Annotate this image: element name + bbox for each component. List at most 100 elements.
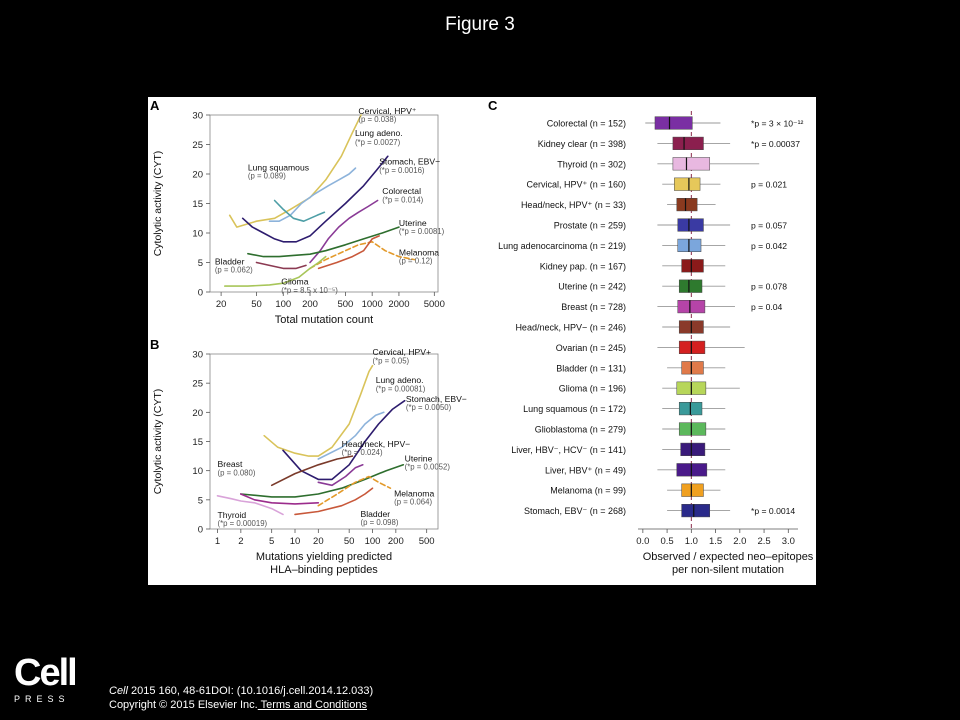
x-tick-label-c: 0.5 <box>660 536 673 547</box>
row-label: Breast (n = 728) <box>561 302 626 312</box>
row-label: Head/neck, HPV⁺ (n = 33) <box>521 200 626 210</box>
box <box>681 483 704 497</box>
row-label: Uterine (n = 242) <box>558 282 626 292</box>
x-tick-label-c: 0.0 <box>636 536 649 547</box>
box <box>681 361 704 375</box>
x-axis-label2-c: per non-silent mutation <box>672 564 784 576</box>
series-line-a-9 <box>224 255 327 287</box>
box <box>678 340 706 354</box>
annotation-label-b: (*p = 0.024) <box>342 448 383 457</box>
x-tick-label-c: 3.0 <box>782 536 795 547</box>
series-line-b-10 <box>216 495 284 516</box>
x-axis-label2-b: HLA–binding peptides <box>270 564 378 576</box>
logo-text: Cell <box>14 652 78 694</box>
y-tick-label-a: 0 <box>198 288 203 299</box>
series-line-b-6 <box>240 464 405 498</box>
annotation-label-b: (*p = 0.00019) <box>218 519 268 528</box>
annotation-label-b: Melanoma <box>394 488 434 498</box>
row-label: Melanoma (n = 99) <box>550 486 626 496</box>
series-line-a-6 <box>247 226 400 258</box>
annotation-label-b: (p = 0.098) <box>361 518 399 527</box>
annotation-label-a: Lung adeno. <box>355 128 403 138</box>
logo-subtext: PRESS <box>14 694 70 704</box>
annotation-label-b: Stomach, EBV− <box>406 394 467 404</box>
box <box>678 422 707 436</box>
p-value-label: *p = 0.00037 <box>751 139 800 149</box>
box <box>678 279 703 293</box>
annotation-label-b: (*p = 0.0050) <box>406 403 452 412</box>
x-tick-label-a: 1000 <box>362 299 383 310</box>
terms-link[interactable]: Terms and Conditions <box>257 699 367 711</box>
annotation-label-a: Lung squamous <box>248 162 309 172</box>
p-value-label: *p = 0.0014 <box>751 506 795 516</box>
p-value-label: p = 0.057 <box>751 221 787 231</box>
x-tick-label-b: 200 <box>388 536 404 547</box>
series-line-a-7 <box>309 241 416 270</box>
x-tick-label-a: 500 <box>337 299 353 310</box>
row-label: Prostate (n = 259) <box>554 221 626 231</box>
x-axis-label-a: Total mutation count <box>275 314 373 326</box>
y-tick-label-b: 10 <box>192 466 203 477</box>
box <box>677 218 704 232</box>
journal-name: Cell <box>109 685 128 697</box>
annotation-label-b: (*p = 0.00081) <box>376 384 426 393</box>
row-label: Head/neck, HPV− (n = 246) <box>515 323 626 333</box>
row-label: Colorectal (n = 152) <box>547 119 626 129</box>
annotation-label-b: Breast <box>218 459 243 469</box>
annotation-label-a: Stomach, EBV− <box>379 157 440 167</box>
p-value-label: p = 0.078 <box>751 282 787 292</box>
row-label: Cervical, HPV⁺ (n = 160) <box>526 180 626 190</box>
y-axis-label-a: Cytolytic activity (CYT) <box>152 151 164 257</box>
row-label: Glioma (n = 196) <box>559 384 626 394</box>
cell-press-logo: Cell PRESS <box>14 654 78 704</box>
row-label: Stomach, EBV⁻ (n = 268) <box>524 506 626 516</box>
citation: Cell 2015 160, 48-61DOI: (10.1016/j.cell… <box>109 684 373 712</box>
annotation-label-a: (p = 0.062) <box>215 266 253 275</box>
x-tick-label-c: 2.5 <box>757 536 770 547</box>
x-tick-label-b: 50 <box>344 536 355 547</box>
series-line-a-3 <box>273 199 326 222</box>
panel-letter-c: C <box>488 98 498 113</box>
series-line-a-10 <box>317 235 380 270</box>
series-line-a-4 <box>241 155 389 243</box>
annotation-label-a: Uterine <box>399 218 427 228</box>
figure-panel: A 0 5 10 15 20 25 30 20 50 100 200 500 1000 2000 5000 Cy… <box>148 97 816 585</box>
row-label: Kidney pap. (n = 167) <box>540 261 626 271</box>
box <box>672 136 704 150</box>
annotation-label-a: (*p = 0.0027) <box>355 138 401 147</box>
annotation-label-a: Glioma <box>281 276 308 286</box>
panel-letter-b: B <box>150 337 159 352</box>
box <box>672 157 711 171</box>
x-tick-label-a: 100 <box>275 299 291 310</box>
annotation-label-b: (*p = 0.05) <box>373 356 410 365</box>
box <box>681 504 711 518</box>
x-tick-label-b: 5 <box>269 536 274 547</box>
series-line-a-1 <box>228 114 362 228</box>
citation-details: 2015 160, 48-61DOI: (10.1016/j.cell.2014… <box>127 685 374 697</box>
y-tick-label-a: 25 <box>192 140 203 151</box>
annotation-label-a: (*p = 0.0081) <box>399 227 445 236</box>
annotation-label-b: (*p = 0.0052) <box>405 463 451 472</box>
x-tick-label-b: 1 <box>215 536 220 547</box>
x-tick-label-b: 20 <box>313 536 324 547</box>
annotation-label-b: (p = 0.080) <box>218 468 256 477</box>
series-line-b-1 <box>263 364 374 457</box>
p-value-label: *p = 3 × 10⁻¹² <box>751 119 803 129</box>
box <box>677 300 706 314</box>
box <box>681 259 704 273</box>
row-label: Ovarian (n = 245) <box>556 343 626 353</box>
x-tick-label-b: 100 <box>365 536 381 547</box>
series-line-a-2 <box>268 167 357 222</box>
series-line-b-9 <box>240 493 320 505</box>
annotation-label-a: Cervical, HPV⁺ <box>358 106 416 116</box>
annotation-label-b: Uterine <box>405 453 433 463</box>
annotation-label-a: (*p = 0.014) <box>382 195 423 204</box>
p-value-label: p = 0.021 <box>751 180 787 190</box>
y-tick-label-a: 5 <box>198 258 203 269</box>
x-tick-label-a: 50 <box>251 299 262 310</box>
x-tick-label-b: 500 <box>419 536 435 547</box>
p-value-label: p = 0.042 <box>751 241 787 251</box>
y-tick-label-a: 15 <box>192 199 203 210</box>
annotation-label-b: Cervical, HPV+ <box>373 347 432 357</box>
copyright-text: Copyright © 2015 Elsevier Inc. <box>109 699 258 711</box>
